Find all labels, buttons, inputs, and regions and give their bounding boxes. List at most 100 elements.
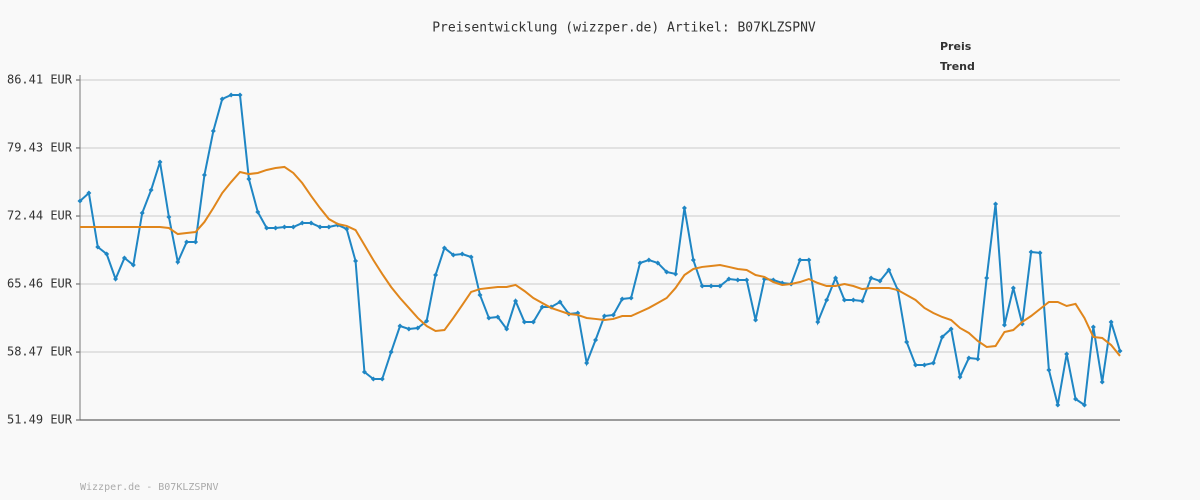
point	[486, 315, 492, 321]
point	[504, 326, 510, 332]
point	[308, 220, 314, 226]
point	[753, 317, 759, 323]
point	[1001, 322, 1007, 328]
point	[388, 349, 394, 355]
point	[299, 220, 305, 226]
point	[841, 297, 847, 303]
chart-title: Preisentwicklung (wizzper.de) Artikel: B…	[432, 21, 816, 36]
footer: Wizzper.de - B07KLZSPNV	[80, 482, 218, 493]
point	[904, 339, 910, 345]
point	[948, 326, 954, 332]
point	[1081, 402, 1087, 408]
point	[441, 245, 447, 251]
point	[521, 319, 527, 325]
point	[797, 257, 803, 263]
y-tick-label: 79.43 EUR	[7, 140, 73, 154]
point	[184, 239, 190, 245]
point	[717, 283, 723, 289]
point	[833, 275, 839, 281]
point	[1046, 367, 1052, 373]
point	[397, 323, 403, 329]
point	[406, 326, 412, 332]
point	[993, 201, 999, 207]
point	[530, 319, 536, 325]
point	[281, 224, 287, 230]
point	[459, 251, 465, 257]
point	[424, 318, 430, 324]
point	[264, 225, 270, 231]
point	[966, 355, 972, 361]
y-tick-label: 72.44 EUR	[7, 209, 73, 223]
point	[584, 360, 590, 366]
point	[121, 255, 127, 261]
point	[477, 292, 483, 298]
point	[415, 325, 421, 331]
point	[326, 224, 332, 230]
point	[1099, 379, 1105, 385]
point	[610, 312, 616, 318]
point	[370, 376, 376, 382]
point	[699, 283, 705, 289]
point	[637, 260, 643, 266]
point	[130, 262, 136, 268]
point	[255, 209, 261, 215]
point	[619, 296, 625, 302]
point	[539, 304, 545, 310]
point	[148, 187, 154, 193]
point	[601, 313, 607, 319]
point	[868, 275, 874, 281]
point	[450, 252, 456, 258]
point	[468, 254, 474, 260]
point	[815, 319, 821, 325]
point	[859, 298, 865, 304]
point	[1064, 351, 1070, 357]
point	[655, 260, 661, 266]
series-line	[79, 93, 1121, 407]
y-tick-label: 58.47 EUR	[7, 345, 73, 359]
y-tick-label: 51.49 EUR	[7, 413, 73, 427]
point	[673, 271, 679, 277]
point	[513, 298, 519, 304]
point	[317, 224, 323, 230]
point	[193, 239, 199, 245]
point	[1117, 348, 1123, 354]
point	[344, 226, 350, 232]
point	[930, 360, 936, 366]
point	[166, 214, 172, 220]
point	[593, 337, 599, 343]
point	[290, 224, 296, 230]
point	[806, 257, 812, 263]
point	[628, 295, 634, 301]
point	[201, 172, 207, 178]
point	[95, 244, 101, 250]
point	[1090, 324, 1096, 330]
legend-label: Preis	[940, 40, 972, 53]
point	[939, 334, 945, 340]
point	[219, 96, 225, 102]
point	[210, 128, 216, 134]
point	[379, 376, 385, 382]
point	[681, 205, 687, 211]
point	[1073, 396, 1079, 402]
point	[646, 257, 652, 263]
point	[957, 374, 963, 380]
point	[139, 210, 145, 216]
point	[104, 251, 110, 257]
point	[433, 272, 439, 278]
point	[877, 278, 883, 284]
point	[1010, 285, 1016, 291]
point	[113, 276, 119, 282]
legend-label: Trend	[940, 60, 975, 73]
y-tick-label: 86.41 EUR	[7, 73, 73, 87]
point	[708, 283, 714, 289]
y-tick-label: 65.46 EUR	[7, 276, 73, 290]
point	[735, 277, 741, 283]
point	[353, 258, 359, 264]
point	[86, 190, 92, 196]
point	[237, 92, 243, 98]
point	[157, 159, 163, 165]
point	[1028, 249, 1034, 255]
point	[690, 257, 696, 263]
